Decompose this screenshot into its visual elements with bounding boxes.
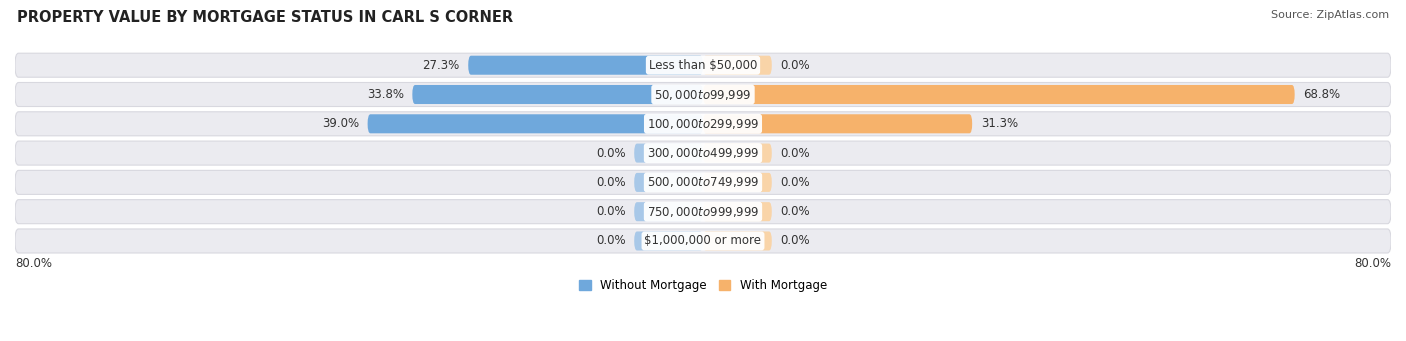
Text: $750,000 to $999,999: $750,000 to $999,999: [647, 205, 759, 219]
FancyBboxPatch shape: [15, 53, 1391, 77]
FancyBboxPatch shape: [15, 141, 1391, 165]
Text: 27.3%: 27.3%: [422, 59, 460, 72]
FancyBboxPatch shape: [703, 173, 772, 192]
Text: Source: ZipAtlas.com: Source: ZipAtlas.com: [1271, 10, 1389, 20]
FancyBboxPatch shape: [367, 114, 703, 133]
FancyBboxPatch shape: [15, 200, 1391, 224]
Text: 39.0%: 39.0%: [322, 117, 359, 130]
Text: 0.0%: 0.0%: [596, 176, 626, 189]
Text: 0.0%: 0.0%: [780, 147, 810, 160]
Text: 0.0%: 0.0%: [596, 205, 626, 218]
Text: 0.0%: 0.0%: [780, 176, 810, 189]
Text: $100,000 to $299,999: $100,000 to $299,999: [647, 117, 759, 131]
FancyBboxPatch shape: [703, 144, 772, 163]
FancyBboxPatch shape: [15, 83, 1391, 106]
FancyBboxPatch shape: [634, 232, 703, 251]
FancyBboxPatch shape: [634, 144, 703, 163]
Text: 0.0%: 0.0%: [780, 235, 810, 248]
Text: 31.3%: 31.3%: [981, 117, 1018, 130]
FancyBboxPatch shape: [703, 56, 772, 75]
Text: 0.0%: 0.0%: [780, 205, 810, 218]
FancyBboxPatch shape: [703, 232, 772, 251]
FancyBboxPatch shape: [412, 85, 703, 104]
Text: 80.0%: 80.0%: [15, 257, 52, 270]
FancyBboxPatch shape: [703, 114, 972, 133]
FancyBboxPatch shape: [15, 170, 1391, 194]
Text: 0.0%: 0.0%: [596, 235, 626, 248]
FancyBboxPatch shape: [15, 229, 1391, 253]
Text: Less than $50,000: Less than $50,000: [648, 59, 758, 72]
Text: $50,000 to $99,999: $50,000 to $99,999: [654, 88, 752, 102]
Text: $500,000 to $749,999: $500,000 to $749,999: [647, 175, 759, 189]
Text: $1,000,000 or more: $1,000,000 or more: [644, 235, 762, 248]
Legend: Without Mortgage, With Mortgage: Without Mortgage, With Mortgage: [574, 275, 832, 297]
Text: 0.0%: 0.0%: [596, 147, 626, 160]
Text: PROPERTY VALUE BY MORTGAGE STATUS IN CARL S CORNER: PROPERTY VALUE BY MORTGAGE STATUS IN CAR…: [17, 10, 513, 25]
Text: 33.8%: 33.8%: [367, 88, 404, 101]
Text: 80.0%: 80.0%: [1354, 257, 1391, 270]
FancyBboxPatch shape: [634, 173, 703, 192]
Text: 0.0%: 0.0%: [780, 59, 810, 72]
FancyBboxPatch shape: [703, 85, 1295, 104]
Text: 68.8%: 68.8%: [1303, 88, 1340, 101]
FancyBboxPatch shape: [15, 112, 1391, 136]
FancyBboxPatch shape: [703, 202, 772, 221]
Text: $300,000 to $499,999: $300,000 to $499,999: [647, 146, 759, 160]
FancyBboxPatch shape: [468, 56, 703, 75]
FancyBboxPatch shape: [634, 202, 703, 221]
